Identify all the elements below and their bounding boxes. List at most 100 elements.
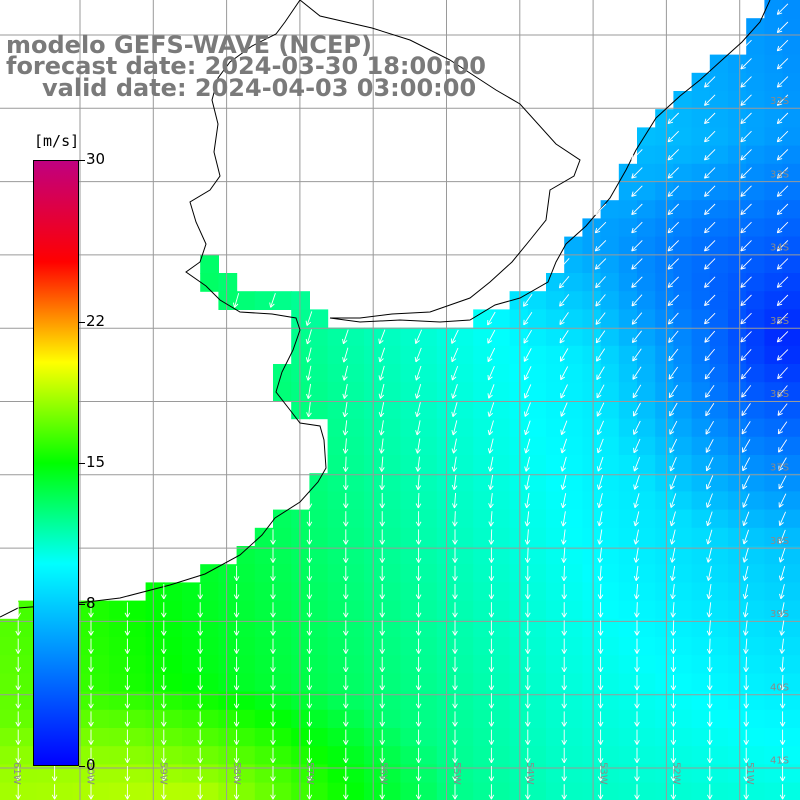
wind-speed-cell: [546, 473, 565, 492]
wind-speed-cell: [782, 509, 800, 529]
wind-arrow: [161, 620, 167, 636]
wind-speed-cell: [36, 764, 56, 784]
wind-arrow: [379, 511, 385, 527]
wind-speed-cell: [273, 509, 292, 529]
wind-arrow: [561, 711, 567, 727]
wind-speed-cell: [546, 564, 565, 583]
wind-arrow: [124, 766, 131, 782]
wind-speed-cell: [218, 637, 238, 656]
wind-arrow: [779, 693, 786, 709]
wind-speed-cell: [0, 746, 19, 765]
wind-arrow: [740, 185, 752, 197]
wind-speed-cell: [473, 691, 492, 711]
wind-speed-cell: [546, 273, 565, 292]
wind-arrow: [704, 112, 716, 125]
wind-arrow: [233, 675, 240, 691]
wind-speed-cell: [764, 564, 784, 583]
wind-arrow: [559, 312, 569, 326]
wind-speed-cell: [746, 455, 765, 474]
wind-speed-cell: [345, 473, 365, 492]
wind-arrow: [415, 511, 422, 527]
wind-arrow: [270, 565, 276, 582]
wind-arrow: [378, 438, 385, 454]
wind-vectors: [15, 3, 789, 800]
wind-speed-cell: [400, 382, 420, 401]
wind-speed-cell: [509, 782, 529, 800]
wind-speed-cell: [400, 400, 420, 420]
wind-speed-cell: [291, 582, 310, 602]
wind-arrow: [487, 311, 496, 326]
wind-arrow: [270, 638, 276, 654]
wind-arrow: [161, 602, 167, 618]
wind-speed-cell: [546, 418, 565, 438]
wind-arrow: [634, 711, 640, 727]
wind-arrow: [525, 620, 531, 636]
wind-speed-cell: [764, 254, 784, 274]
wind-speed-cell: [782, 655, 800, 674]
wind-arrow: [779, 620, 785, 636]
wind-speed-cell: [273, 709, 292, 729]
wind-arrow: [743, 747, 749, 764]
wind-speed-cell: [218, 582, 238, 602]
wind-speed-cell: [200, 637, 219, 656]
wind-speed-cell: [709, 691, 729, 711]
wind-arrow: [343, 529, 349, 545]
wind-arrow: [631, 312, 643, 325]
wind-arrow: [740, 258, 752, 270]
wind-speed-cell: [473, 364, 492, 383]
wind-arrow: [706, 638, 713, 654]
wind-speed-cell: [54, 782, 74, 800]
wind-speed-cell: [509, 509, 529, 529]
wind-speed-cell: [509, 491, 529, 511]
wind-speed-cell: [418, 764, 438, 784]
wind-speed-cell: [564, 600, 583, 620]
wind-arrow: [488, 747, 495, 764]
wind-speed-cell: [728, 382, 747, 401]
wind-arrow: [597, 766, 604, 782]
wind-arrow: [779, 674, 786, 691]
wind-arrow: [197, 693, 203, 709]
wind-arrow: [342, 420, 349, 436]
wind-arrow: [741, 385, 752, 398]
wind-speed-cell: [709, 455, 729, 474]
wind-speed-cell: [655, 782, 674, 800]
wind-arrow: [597, 620, 604, 636]
wind-speed-cell: [491, 546, 511, 565]
wind-arrow: [667, 258, 680, 270]
wind-arrow: [704, 94, 716, 106]
wind-speed-cell: [746, 582, 765, 602]
wind-speed-cell: [400, 473, 420, 492]
wind-arrow: [633, 456, 641, 472]
wind-speed-cell: [564, 637, 583, 656]
wind-arrow: [488, 511, 494, 527]
colorbar-tick-mark: [79, 604, 85, 606]
wind-speed-cell: [491, 564, 511, 583]
wind-speed-cell: [491, 491, 511, 511]
wind-speed-cell: [637, 473, 656, 492]
wind-speed-cell: [691, 218, 711, 238]
wind-speed-cell: [473, 709, 492, 729]
wind-arrow: [306, 711, 313, 727]
wind-arrow: [706, 511, 713, 527]
wind-speed-cell: [673, 364, 693, 383]
wind-speed-cell: [72, 782, 92, 800]
wind-speed-cell: [637, 273, 656, 292]
wind-arrow: [233, 602, 240, 618]
wind-speed-cell: [527, 491, 547, 511]
wind-speed-cell: [236, 709, 256, 729]
wind-arrow: [777, 403, 788, 416]
wind-speed-cell: [527, 637, 547, 656]
wind-speed-cell: [673, 546, 693, 565]
wind-speed-cell: [345, 691, 365, 711]
wind-speed-cell: [637, 691, 656, 711]
wind-arrow: [742, 620, 749, 636]
wind-speed-cell: [691, 709, 711, 729]
wind-speed-cell: [655, 236, 674, 256]
wind-speed-cell: [673, 345, 693, 365]
wind-speed-cell: [546, 709, 565, 729]
wind-speed-cell: [600, 218, 620, 238]
wind-speed-cell: [455, 746, 474, 765]
wind-arrow: [561, 565, 567, 582]
wind-speed-cell: [473, 473, 492, 492]
wind-speed-cell: [618, 691, 638, 711]
